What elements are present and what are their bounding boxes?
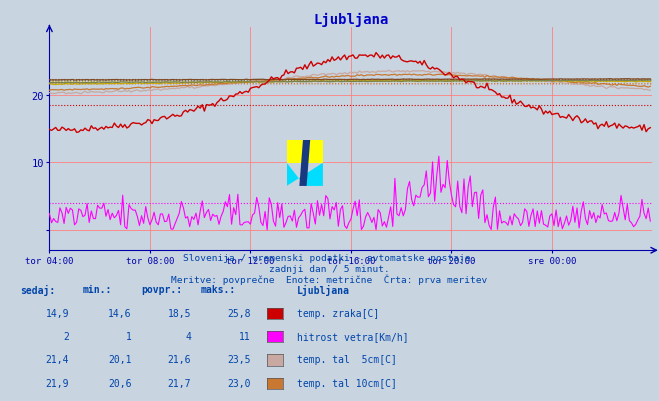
Text: 23,5: 23,5 — [227, 354, 250, 365]
Text: 11: 11 — [239, 331, 250, 341]
Text: temp. tal  5cm[C]: temp. tal 5cm[C] — [297, 354, 397, 365]
Text: zadnji dan / 5 minut.: zadnji dan / 5 minut. — [269, 264, 390, 273]
Text: Meritve: povprečne  Enote: metrične  Črta: prva meritev: Meritve: povprečne Enote: metrične Črta:… — [171, 274, 488, 285]
Text: min.:: min.: — [82, 285, 112, 295]
Text: 21,4: 21,4 — [45, 354, 69, 365]
Text: maks.:: maks.: — [201, 285, 236, 295]
Text: 23,0: 23,0 — [227, 378, 250, 388]
Text: 4: 4 — [185, 331, 191, 341]
Text: 1: 1 — [126, 331, 132, 341]
Text: temp. zraka[C]: temp. zraka[C] — [297, 308, 379, 318]
Text: sedaj:: sedaj: — [20, 285, 55, 296]
Text: 14,6: 14,6 — [108, 308, 132, 318]
Text: 2: 2 — [63, 331, 69, 341]
Text: 25,8: 25,8 — [227, 308, 250, 318]
Text: 18,5: 18,5 — [167, 308, 191, 318]
Text: 14,9: 14,9 — [45, 308, 69, 318]
Text: 21,9: 21,9 — [45, 378, 69, 388]
Polygon shape — [287, 164, 323, 186]
Polygon shape — [287, 140, 323, 164]
Text: 21,6: 21,6 — [167, 354, 191, 365]
Text: Slovenija / vremenski podatki - avtomatske postaje.: Slovenija / vremenski podatki - avtomats… — [183, 253, 476, 262]
Text: 21,7: 21,7 — [167, 378, 191, 388]
Text: 20,6: 20,6 — [108, 378, 132, 388]
Text: temp. tal 10cm[C]: temp. tal 10cm[C] — [297, 378, 397, 388]
Text: Ljubljana: Ljubljana — [297, 285, 349, 296]
Text: 20,1: 20,1 — [108, 354, 132, 365]
Text: hitrost vetra[Km/h]: hitrost vetra[Km/h] — [297, 331, 408, 341]
Text: povpr.:: povpr.: — [142, 285, 183, 295]
Title: Ljubljana: Ljubljana — [313, 13, 389, 27]
Polygon shape — [299, 140, 310, 186]
